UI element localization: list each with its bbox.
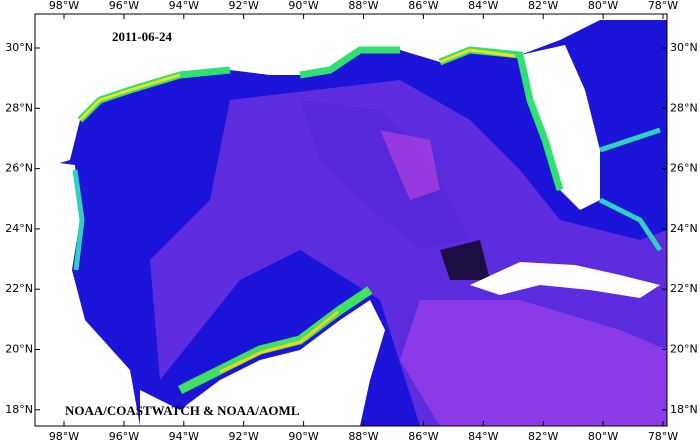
latitude-label-right: 18°N — [670, 403, 698, 416]
magenta-patch — [380, 130, 440, 200]
latitude-label-left: 22°N — [5, 282, 33, 295]
map-frame — [34, 13, 668, 427]
longitude-label-top: 88°W — [348, 0, 378, 12]
longitude-label-top: 84°W — [468, 0, 498, 12]
longitude-label-bottom: 88°W — [348, 430, 378, 443]
latitude-label-left: 26°N — [5, 162, 33, 175]
longitude-label-bottom: 80°W — [588, 430, 618, 443]
latitude-label-left: 18°N — [5, 403, 33, 416]
land-florida — [520, 45, 600, 210]
satellite-image — [35, 14, 667, 426]
coastal-bloom-core — [78, 48, 516, 122]
coastal-bloom-south — [177, 286, 373, 395]
longitude-label-top: 94°W — [169, 0, 199, 12]
map-date: 2011-06-24 — [112, 29, 172, 44]
latitude-label-right: 28°N — [670, 101, 698, 114]
central-purple — [300, 100, 470, 250]
longitude-label-top: 90°W — [288, 0, 318, 12]
coastal-bloom-west — [72, 169, 85, 271]
longitude-label-bottom: 94°W — [169, 430, 199, 443]
longitude-label-bottom: 90°W — [288, 430, 318, 443]
longitude-label-top: 82°W — [528, 0, 558, 12]
longitude-label-bottom: 84°W — [468, 430, 498, 443]
latitude-label-left: 30°N — [5, 41, 33, 54]
longitude-label-top: 80°W — [588, 0, 618, 12]
longitude-label-bottom: 78°W — [648, 430, 678, 443]
longitude-label-bottom: 92°W — [229, 430, 259, 443]
latitude-label-left: 28°N — [5, 101, 33, 114]
latitude-label-right: 24°N — [670, 222, 698, 235]
longitude-label-bottom: 86°W — [408, 430, 438, 443]
longitude-label-bottom: 82°W — [528, 430, 558, 443]
longitude-label-top: 96°W — [109, 0, 139, 12]
latitude-label-right: 26°N — [670, 162, 698, 175]
longitude-label-top: 98°W — [49, 0, 79, 12]
latitude-label-left: 20°N — [5, 343, 33, 356]
longitude-label-top: 86°W — [408, 0, 438, 12]
longitude-label-bottom: 96°W — [109, 430, 139, 443]
longitude-label-bottom: 98°W — [49, 430, 79, 443]
latitude-label-right: 20°N — [670, 343, 698, 356]
land-cuba — [470, 262, 660, 298]
bahamas-banks — [598, 127, 663, 252]
coastal-bloom-south-core — [219, 310, 339, 374]
land-south-mexico — [140, 300, 385, 426]
cloud-gap — [440, 240, 490, 280]
map-credit: NOAA/COASTWATCH & NOAA/AOML — [65, 403, 300, 418]
land-mexico — [35, 160, 140, 426]
latitude-label-right: 30°N — [670, 41, 698, 54]
caribbean-purple — [400, 300, 667, 426]
longitude-label-top: 78°W — [648, 0, 678, 12]
longitude-label-top: 92°W — [229, 0, 259, 12]
latitude-label-right: 22°N — [670, 282, 698, 295]
latitude-label-left: 24°N — [5, 222, 33, 235]
